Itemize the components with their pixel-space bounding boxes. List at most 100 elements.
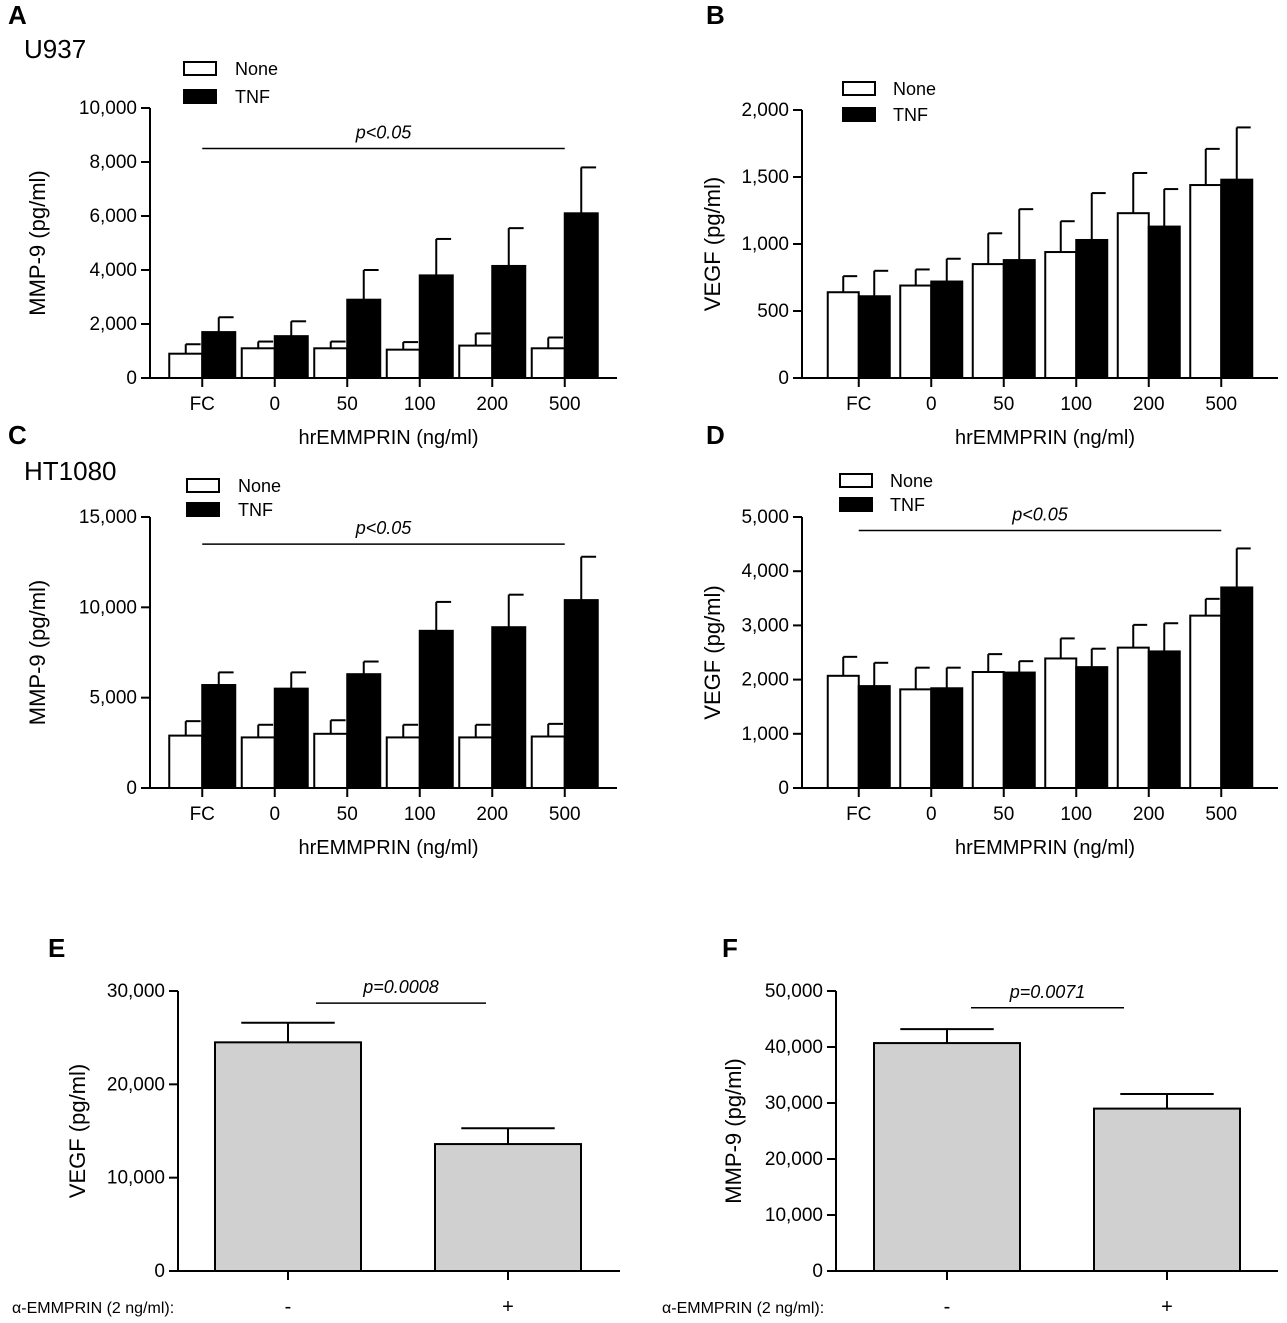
x-tick-label: 0 bbox=[269, 394, 280, 415]
significance-label: p=0.0071 bbox=[1009, 982, 1086, 1002]
legend-swatch-tnf bbox=[839, 497, 873, 512]
bar bbox=[1093, 1107, 1241, 1272]
y-tick-label: 2,000 bbox=[89, 314, 137, 335]
y-axis-label: MMP-9 (pg/ml) bbox=[25, 170, 50, 315]
legend-label-none: None bbox=[893, 79, 936, 99]
x-tick-label: 0 bbox=[269, 804, 280, 825]
panel-a: A U937 0 2,000 4,000 6,000 8,000 10,000 MMP-9 (p… bbox=[8, 0, 617, 449]
cell-line-label: U937 bbox=[24, 34, 86, 64]
bar-tnf bbox=[1002, 259, 1036, 379]
bar-tnf bbox=[346, 673, 382, 789]
panel-letter: C bbox=[8, 420, 27, 450]
x-tick-label: 50 bbox=[993, 394, 1014, 415]
bar-tnf bbox=[201, 684, 237, 790]
bar-none bbox=[458, 344, 494, 380]
bar-none bbox=[1044, 251, 1078, 379]
x-tick-label: 100 bbox=[404, 394, 436, 415]
x-tick-label: 0 bbox=[926, 804, 937, 825]
bar-tnf bbox=[930, 280, 964, 379]
bar-none bbox=[826, 291, 860, 379]
y-tick-label: 0 bbox=[812, 1261, 823, 1282]
y-tick-label: 10,000 bbox=[79, 597, 137, 618]
panel-letter: E bbox=[48, 933, 65, 963]
x-condition-label: α-EMMPRIN (2 ng/ml): bbox=[12, 1300, 174, 1317]
legend-swatch-none bbox=[186, 478, 220, 493]
legend-label-none: None bbox=[238, 476, 281, 496]
y-tick-label: 0 bbox=[778, 778, 789, 799]
x-tick-label: + bbox=[502, 1296, 514, 1318]
bar-none bbox=[385, 736, 421, 789]
bar-none bbox=[458, 736, 494, 789]
bar-none bbox=[313, 347, 349, 379]
y-tick-label: 500 bbox=[757, 301, 789, 322]
significance-label: p<0.05 bbox=[355, 518, 413, 538]
x-tick-label: FC bbox=[190, 804, 215, 825]
panel-d: D 0 1,000 2,000 3,000 4,000 5,000 VEGF (pg/ml) F… bbox=[700, 420, 1278, 859]
bar-none bbox=[1189, 184, 1223, 379]
bar-tnf bbox=[491, 626, 527, 789]
x-condition-label: α-EMMPRIN (2 ng/ml): bbox=[662, 1300, 824, 1317]
y-tick-label: 2,000 bbox=[741, 100, 789, 121]
x-tick-label: - bbox=[285, 1296, 292, 1318]
panel-b: B 0 500 1,000 1,500 2,000 VEGF (pg/ml) FC 0 50 100… bbox=[700, 0, 1278, 449]
bar-none bbox=[899, 284, 933, 380]
y-tick-label: 8,000 bbox=[89, 152, 137, 173]
y-tick-label: 1,000 bbox=[741, 234, 789, 255]
y-tick-label: 30,000 bbox=[765, 1093, 823, 1114]
x-tick-label: 50 bbox=[337, 394, 358, 415]
bar-none bbox=[530, 347, 566, 379]
y-axis-label: MMP-9 (pg/ml) bbox=[721, 1058, 746, 1203]
y-tick-label: 5,000 bbox=[89, 688, 137, 709]
panel-letter: B bbox=[706, 0, 725, 30]
bar-tnf bbox=[418, 274, 454, 379]
legend-label-tnf: TNF bbox=[238, 500, 273, 520]
x-tick-label: 50 bbox=[337, 804, 358, 825]
bar-none bbox=[971, 671, 1005, 790]
bar-tnf bbox=[273, 687, 309, 790]
bar-none bbox=[168, 352, 204, 380]
cell-line-label: HT1080 bbox=[24, 456, 117, 486]
bar-tnf bbox=[857, 295, 891, 380]
y-tick-label: 20,000 bbox=[765, 1149, 823, 1170]
y-axis-label: MMP-9 (pg/ml) bbox=[25, 580, 50, 725]
significance-label: p<0.05 bbox=[355, 123, 413, 143]
y-tick-label: 0 bbox=[126, 368, 137, 389]
bar-tnf bbox=[1075, 666, 1109, 789]
bar-tnf bbox=[1002, 671, 1036, 790]
x-tick-label: 500 bbox=[1205, 394, 1237, 415]
bar-none bbox=[1189, 614, 1223, 789]
bar-tnf bbox=[1220, 586, 1254, 790]
legend-label-tnf: TNF bbox=[235, 87, 270, 107]
bar-none bbox=[168, 734, 204, 790]
x-tick-label: 0 bbox=[926, 394, 937, 415]
bar-none bbox=[240, 736, 276, 789]
bar-none bbox=[313, 732, 349, 789]
legend-label-tnf: TNF bbox=[890, 495, 925, 515]
significance-label: p=0.0008 bbox=[362, 977, 439, 997]
bar bbox=[873, 1042, 1021, 1272]
significance-label: p<0.05 bbox=[1011, 505, 1069, 525]
x-tick-label: 500 bbox=[549, 394, 581, 415]
y-tick-label: 10,000 bbox=[765, 1205, 823, 1226]
bar-none bbox=[385, 348, 421, 379]
bar-none bbox=[971, 263, 1005, 380]
panel-f: F 0 10,000 20,000 30,000 40,000 50,000 MMP-9 (p… bbox=[662, 933, 1278, 1318]
x-tick-label: + bbox=[1161, 1296, 1173, 1318]
legend-label-tnf: TNF bbox=[893, 105, 928, 125]
bar-tnf bbox=[1147, 650, 1181, 790]
x-tick-label: 200 bbox=[1133, 394, 1165, 415]
x-tick-label: FC bbox=[846, 394, 871, 415]
legend-swatch-tnf bbox=[183, 89, 217, 104]
panel-letter: D bbox=[706, 420, 725, 450]
y-tick-label: 5,000 bbox=[741, 507, 789, 528]
x-axis-label: hrEMMPRIN (ng/ml) bbox=[298, 837, 478, 859]
bar-tnf bbox=[563, 599, 599, 790]
legend-swatch-tnf bbox=[842, 107, 876, 122]
y-tick-label: 10,000 bbox=[107, 1168, 165, 1189]
y-tick-label: 10,000 bbox=[79, 98, 137, 119]
bar-none bbox=[1044, 657, 1078, 789]
bar-none bbox=[1116, 212, 1150, 379]
panel-letter: F bbox=[722, 933, 738, 963]
bar bbox=[434, 1143, 582, 1272]
